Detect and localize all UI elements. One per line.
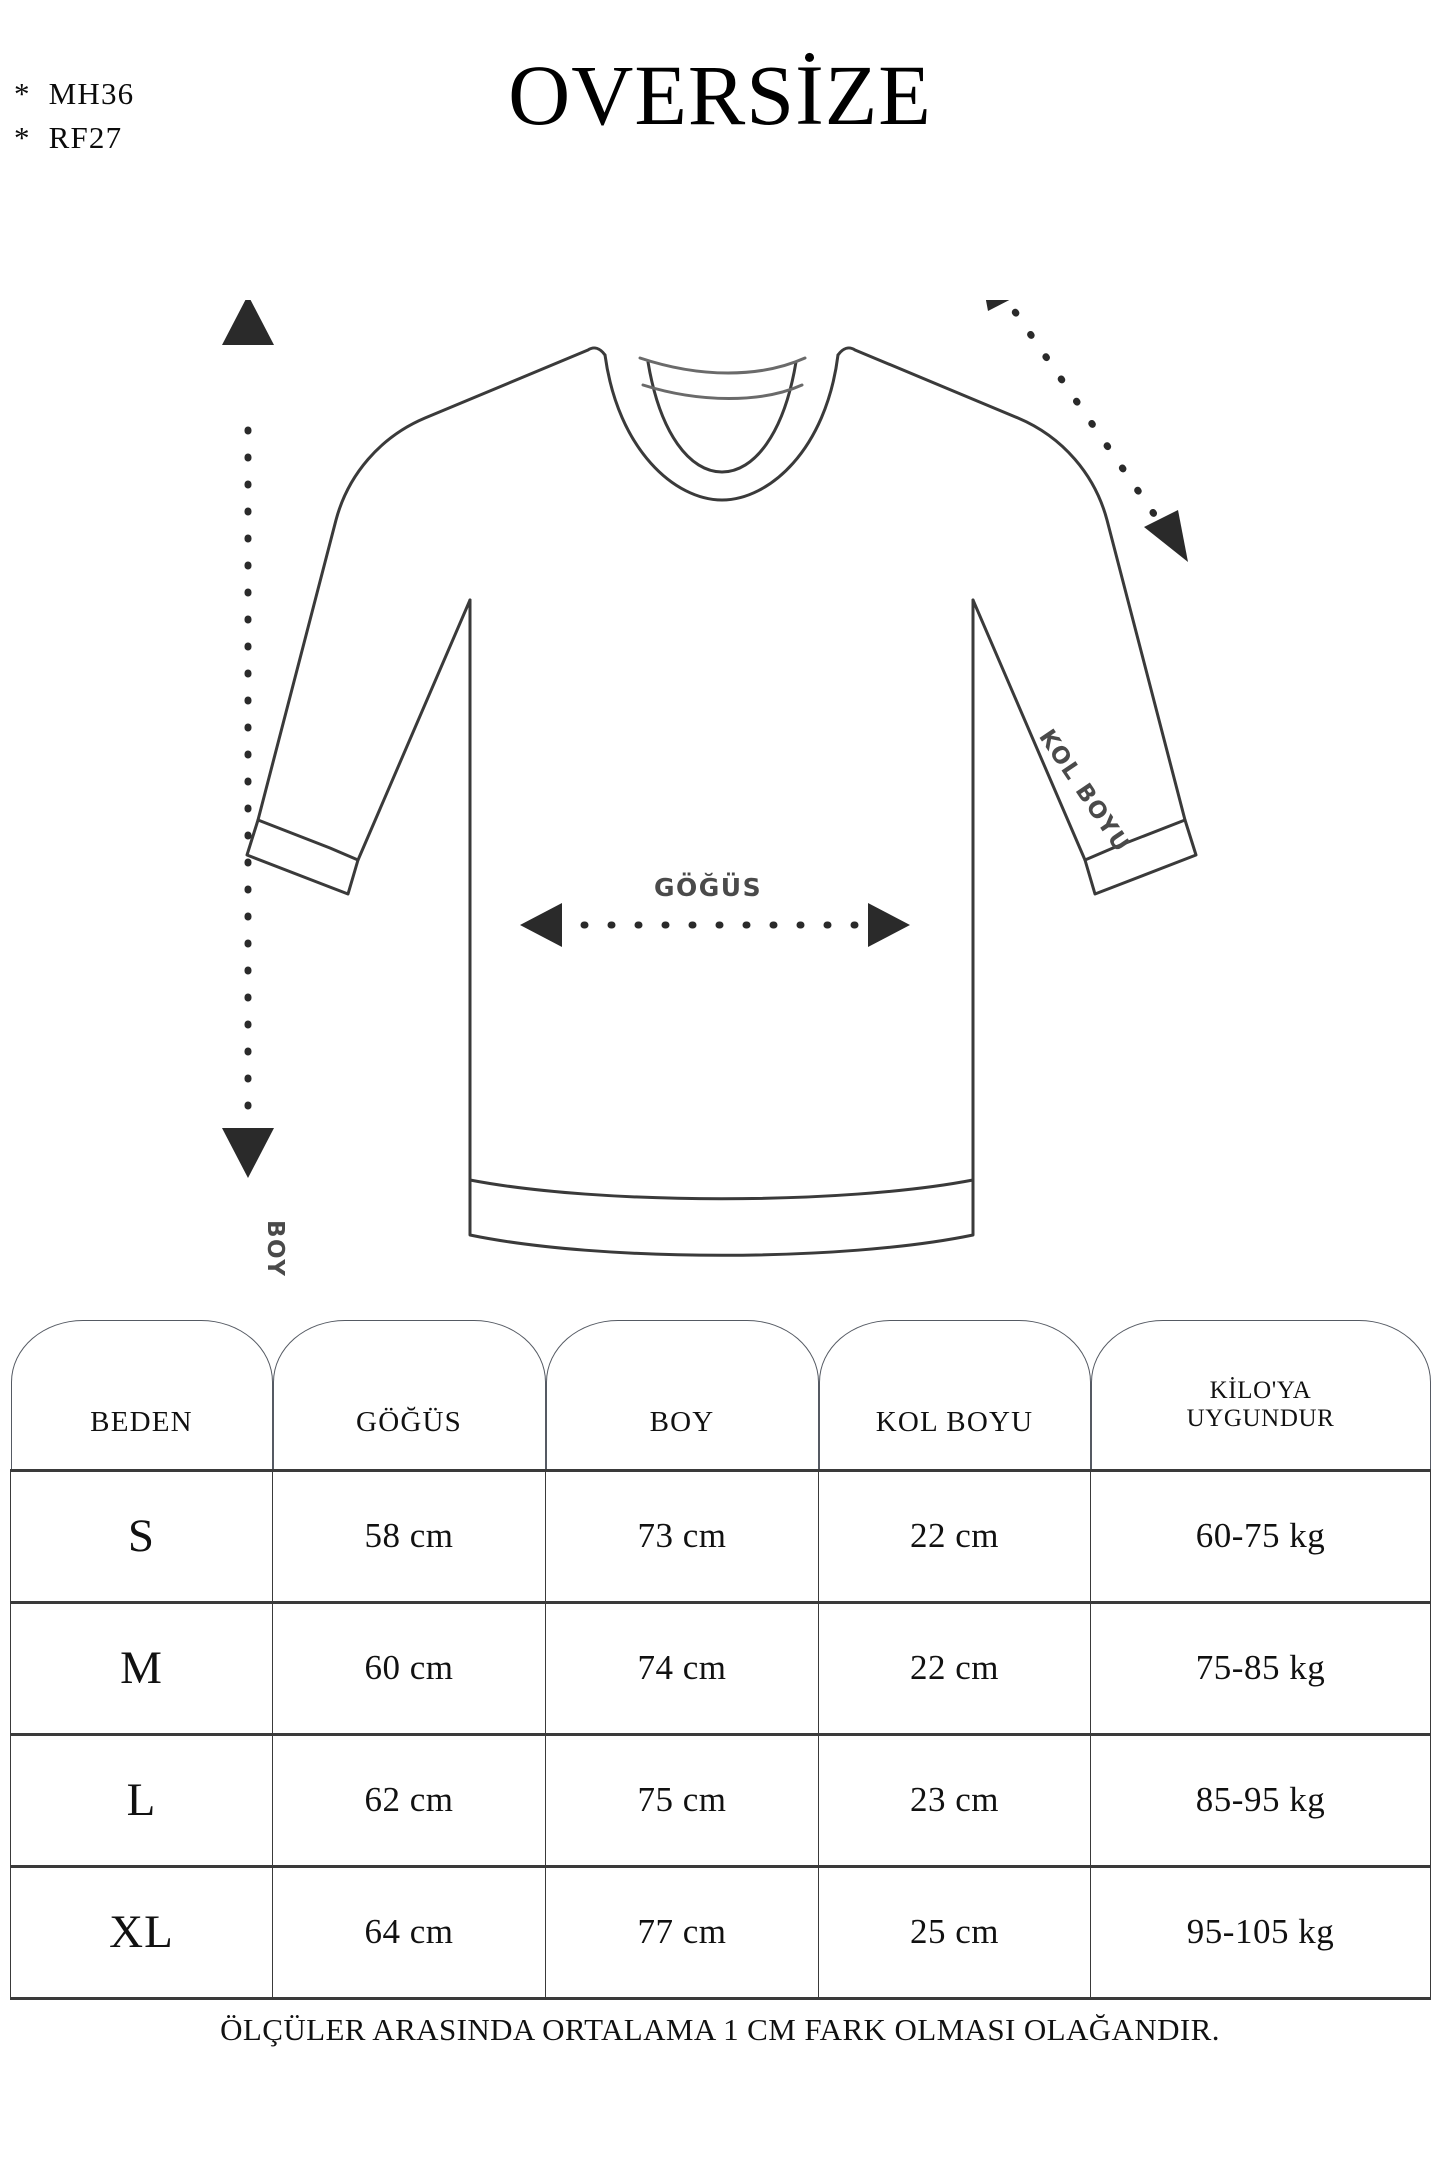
header-cell-boy: BOY [545, 1320, 819, 1470]
cell-size: L [10, 1733, 273, 1868]
sleeve-dotted-line [1002, 300, 1169, 534]
header-cell-kilo: KİLO'YA UYGUNDUR [1090, 1320, 1431, 1470]
header-label-kol-boyu: KOL BOYU [875, 1406, 1034, 1439]
chest-measure-arrow [520, 903, 910, 947]
length-measure-label: BOY [262, 1220, 288, 1278]
sleeve-arrow-top [985, 300, 1010, 311]
size-table-container: BEDEN GÖĞÜS BOY KOL BOYU KİLO'Y [10, 1320, 1431, 2001]
cell-length: 73 cm [545, 1468, 819, 1604]
cell-weight: 75-85 kg [1090, 1601, 1431, 1736]
page-title: OVERSİZE [508, 47, 932, 143]
hem-inner-line [468, 1178, 975, 1201]
table-header-row: BEDEN GÖĞÜS BOY KOL BOYU KİLO'Y [10, 1320, 1431, 1470]
collar-rib-2 [641, 383, 804, 400]
cell-size: M [10, 1601, 273, 1736]
left-cuff [245, 818, 360, 896]
garment-diagram: GÖĞÜS KOL BOYU BOY [0, 300, 1440, 1300]
cell-sleeve: 23 cm [818, 1733, 1091, 1868]
header-label-kilo-line2: UYGUNDUR [1186, 1404, 1335, 1432]
collar-rib-1 [638, 356, 807, 375]
cell-length: 75 cm [545, 1733, 819, 1868]
header-cell-beden: BEDEN [10, 1320, 273, 1470]
length-arrow-bottom [222, 1128, 274, 1178]
header-arch-shape [1090, 1320, 1431, 1469]
header-cell-gogus: GÖĞÜS [272, 1320, 546, 1470]
size-chart-table: BEDEN GÖĞÜS BOY KOL BOYU KİLO'Y [10, 1320, 1431, 2001]
product-codes: * MH36 * RF27 [14, 72, 134, 160]
cell-chest: 64 cm [272, 1865, 546, 2001]
cell-chest: 60 cm [272, 1601, 546, 1736]
header-arch-shape [272, 1320, 546, 1469]
cell-weight: 85-95 kg [1090, 1733, 1431, 1868]
sleeve-measure-arrow [985, 300, 1188, 562]
chest-measure-label: GÖĞÜS [654, 873, 763, 902]
chest-arrow-right [868, 903, 910, 947]
table-row: M 60 cm 74 cm 22 cm 75-85 kg [10, 1601, 1431, 1736]
measurement-note: ÖLÇÜLER ARASINDA ORTALAMA 1 CM FARK OLMA… [220, 2012, 1220, 2047]
product-code-1: * MH36 [14, 76, 135, 111]
cell-length: 74 cm [545, 1601, 819, 1736]
product-code-2: * RF27 [14, 120, 123, 156]
neck-outer [603, 353, 840, 502]
sleeve-arrow-bottom [1144, 510, 1188, 562]
chest-arrow-left [520, 903, 562, 947]
length-measure-arrow [222, 300, 274, 1178]
header-label-gogus: GÖĞÜS [356, 1406, 462, 1439]
header-label-beden: BEDEN [90, 1406, 193, 1439]
header-arch-shape [10, 1320, 273, 1469]
length-arrow-top [222, 300, 274, 345]
cell-sleeve: 25 cm [818, 1865, 1091, 2001]
cell-size: XL [10, 1865, 273, 2001]
cell-weight: 60-75 kg [1090, 1468, 1431, 1604]
header-cell-kol-boyu: KOL BOYU [818, 1320, 1091, 1470]
cell-size: S [10, 1468, 273, 1604]
header-arch-shape [818, 1320, 1091, 1469]
right-cuff [1083, 818, 1198, 896]
header-label-boy: BOY [649, 1406, 715, 1439]
table-row: S 58 cm 73 cm 22 cm 60-75 kg [10, 1468, 1431, 1604]
cell-weight: 95-105 kg [1090, 1865, 1431, 2001]
hem-band [468, 1178, 975, 1257]
table-row: XL 64 cm 77 cm 25 cm 95-105 kg [10, 1865, 1431, 2001]
header-arch-shape [545, 1320, 819, 1469]
cell-length: 77 cm [545, 1865, 819, 2001]
table-row: L 62 cm 75 cm 23 cm 85-95 kg [10, 1733, 1431, 1868]
cell-chest: 58 cm [272, 1468, 546, 1604]
header-label-kilo-line1: KİLO'YA [1209, 1376, 1312, 1404]
cell-chest: 62 cm [272, 1733, 546, 1868]
tshirt-outline [245, 346, 1198, 1257]
cell-sleeve: 22 cm [818, 1601, 1091, 1736]
neck-rib-inner [646, 360, 798, 474]
cell-sleeve: 22 cm [818, 1468, 1091, 1604]
header-label-kilo: KİLO'YA UYGUNDUR [1091, 1377, 1431, 1433]
